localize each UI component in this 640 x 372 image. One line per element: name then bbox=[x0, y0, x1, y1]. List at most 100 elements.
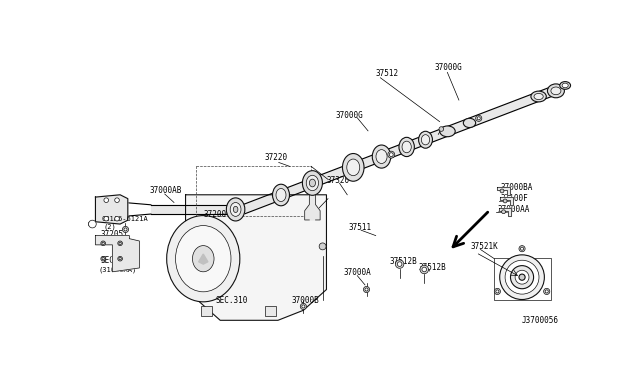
Text: J3700056: J3700056 bbox=[522, 316, 559, 325]
Text: 37000G: 37000G bbox=[435, 63, 462, 72]
Ellipse shape bbox=[88, 220, 96, 228]
Ellipse shape bbox=[543, 288, 550, 295]
Ellipse shape bbox=[115, 217, 119, 221]
Ellipse shape bbox=[300, 303, 307, 310]
Text: 37512B: 37512B bbox=[419, 263, 447, 272]
Ellipse shape bbox=[372, 145, 391, 168]
Polygon shape bbox=[95, 235, 140, 272]
Ellipse shape bbox=[347, 159, 360, 176]
Polygon shape bbox=[186, 195, 326, 320]
Text: 37511: 37511 bbox=[348, 224, 371, 232]
Ellipse shape bbox=[420, 265, 429, 274]
Polygon shape bbox=[242, 85, 559, 214]
Ellipse shape bbox=[396, 260, 404, 268]
Ellipse shape bbox=[503, 199, 507, 203]
Text: 37220: 37220 bbox=[265, 153, 288, 161]
Ellipse shape bbox=[402, 141, 412, 153]
Ellipse shape bbox=[397, 262, 402, 266]
Polygon shape bbox=[499, 208, 511, 216]
Text: 37205+A: 37205+A bbox=[106, 240, 136, 246]
Ellipse shape bbox=[376, 150, 387, 164]
Text: 37200: 37200 bbox=[204, 209, 227, 218]
Ellipse shape bbox=[124, 228, 127, 231]
Ellipse shape bbox=[115, 198, 119, 202]
Text: 37512B: 37512B bbox=[390, 257, 417, 266]
Ellipse shape bbox=[234, 206, 238, 212]
Ellipse shape bbox=[534, 93, 543, 100]
Bar bbox=[196, 166, 311, 217]
Ellipse shape bbox=[505, 260, 539, 294]
Text: 081A6-6121A: 081A6-6121A bbox=[102, 216, 148, 222]
Ellipse shape bbox=[273, 184, 289, 206]
Polygon shape bbox=[305, 195, 320, 220]
Ellipse shape bbox=[502, 210, 506, 214]
Ellipse shape bbox=[531, 91, 547, 102]
Ellipse shape bbox=[303, 171, 323, 195]
Text: 37000BA: 37000BA bbox=[500, 183, 533, 192]
Ellipse shape bbox=[439, 127, 444, 131]
Ellipse shape bbox=[500, 189, 504, 193]
Text: 37521K: 37521K bbox=[470, 242, 498, 251]
Text: 37000G: 37000G bbox=[336, 111, 364, 120]
Text: 37000B: 37000B bbox=[291, 296, 319, 305]
Ellipse shape bbox=[511, 266, 534, 289]
Text: (31020AA): (31020AA) bbox=[99, 266, 137, 273]
Ellipse shape bbox=[193, 246, 214, 272]
Text: 37000AA: 37000AA bbox=[497, 205, 530, 214]
Ellipse shape bbox=[102, 242, 104, 244]
Polygon shape bbox=[95, 195, 128, 224]
Ellipse shape bbox=[309, 179, 316, 187]
Ellipse shape bbox=[302, 305, 305, 308]
Ellipse shape bbox=[547, 84, 564, 98]
Text: 37000A: 37000A bbox=[344, 268, 371, 277]
Ellipse shape bbox=[276, 189, 286, 202]
Ellipse shape bbox=[422, 267, 427, 272]
Ellipse shape bbox=[102, 257, 104, 260]
Ellipse shape bbox=[421, 135, 429, 145]
Polygon shape bbox=[500, 197, 513, 205]
Ellipse shape bbox=[399, 137, 414, 157]
Ellipse shape bbox=[342, 154, 364, 181]
Ellipse shape bbox=[519, 274, 525, 280]
Text: 37100F: 37100F bbox=[500, 194, 528, 203]
Ellipse shape bbox=[166, 216, 240, 302]
Ellipse shape bbox=[545, 290, 548, 293]
Ellipse shape bbox=[118, 241, 122, 246]
Ellipse shape bbox=[389, 153, 393, 157]
Text: SEC.310: SEC.310 bbox=[216, 296, 248, 305]
Text: 37000AB: 37000AB bbox=[149, 186, 182, 195]
Ellipse shape bbox=[307, 175, 319, 191]
Polygon shape bbox=[151, 205, 236, 214]
Ellipse shape bbox=[319, 243, 326, 250]
Ellipse shape bbox=[500, 255, 545, 299]
Ellipse shape bbox=[440, 126, 455, 137]
Text: 37205: 37205 bbox=[101, 230, 124, 238]
Ellipse shape bbox=[230, 202, 241, 217]
Ellipse shape bbox=[104, 217, 109, 221]
Ellipse shape bbox=[496, 290, 499, 293]
Polygon shape bbox=[198, 254, 208, 264]
Ellipse shape bbox=[388, 151, 395, 158]
Ellipse shape bbox=[175, 225, 231, 292]
Ellipse shape bbox=[463, 118, 476, 128]
Ellipse shape bbox=[101, 256, 106, 261]
Text: (2): (2) bbox=[103, 223, 116, 230]
Ellipse shape bbox=[560, 81, 570, 89]
Polygon shape bbox=[497, 187, 509, 195]
Ellipse shape bbox=[494, 288, 500, 295]
Ellipse shape bbox=[515, 270, 529, 284]
Text: B: B bbox=[88, 222, 91, 227]
Ellipse shape bbox=[122, 226, 129, 232]
Ellipse shape bbox=[104, 198, 109, 202]
Ellipse shape bbox=[419, 131, 433, 148]
Ellipse shape bbox=[119, 242, 121, 244]
Ellipse shape bbox=[519, 246, 525, 252]
Ellipse shape bbox=[119, 257, 121, 260]
Bar bbox=[265, 307, 276, 316]
Ellipse shape bbox=[520, 247, 524, 250]
Ellipse shape bbox=[227, 198, 245, 221]
Bar bbox=[201, 307, 212, 316]
Bar bbox=[494, 258, 551, 300]
Ellipse shape bbox=[476, 115, 482, 121]
Ellipse shape bbox=[364, 286, 369, 293]
